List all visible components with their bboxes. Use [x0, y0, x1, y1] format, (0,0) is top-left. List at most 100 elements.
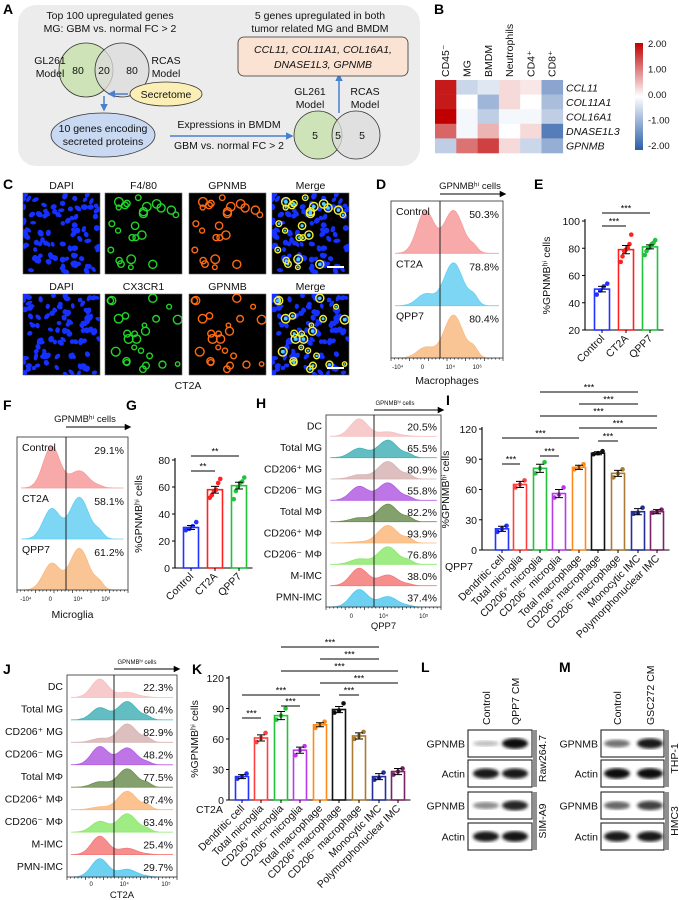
heatmap-cell: [456, 109, 478, 125]
histogram-row-label: M-IMC: [32, 838, 64, 850]
nucleus-mark: [274, 227, 281, 233]
bar: [571, 466, 587, 551]
cell-mark: [281, 227, 289, 234]
nucleus-mark: [91, 370, 98, 375]
heatmap-row-label: GPNMB: [566, 141, 605, 153]
y-tick-label: 0: [164, 563, 170, 575]
cell-mark: [297, 236, 301, 239]
cell-mark: [110, 346, 121, 357]
significance-label: ***: [354, 674, 365, 684]
nucleus-mark: [77, 297, 83, 303]
micrograph-channel-label: DAPI: [49, 180, 74, 192]
error-bar: [614, 469, 622, 477]
histogram-curve: [20, 445, 124, 489]
nucleus-mark: [23, 370, 28, 375]
nucleus-mark: [76, 370, 81, 375]
nucleus-mark: [325, 370, 330, 375]
histogram-percent-label: 25.4%: [143, 839, 173, 851]
cell-mark: [199, 256, 208, 265]
histogram-curve: [330, 525, 437, 544]
cell-mark: [277, 346, 288, 357]
histogram-percent-label: 87.4%: [143, 794, 173, 806]
heatmap-cell: [541, 138, 564, 154]
nucleus-mark: [280, 365, 286, 371]
histogram-curve: [330, 546, 437, 565]
lane-label: QPP7 CM: [510, 678, 522, 725]
nucleus-mark: [345, 336, 349, 343]
nucleus-mark: [40, 354, 45, 359]
blot-row-label: GPNMB: [426, 801, 465, 813]
cell-mark: [211, 264, 218, 271]
significance-label: ***: [325, 638, 336, 648]
cell-mark: [339, 314, 349, 325]
nucleus-mark: [59, 256, 66, 263]
cell-mark: [290, 358, 298, 367]
panel-label-b: B: [434, 1, 444, 17]
nucleus-mark: [331, 197, 337, 203]
bar: [532, 467, 548, 551]
micrograph-channel-label: GPNMB: [208, 180, 247, 192]
x-tick-label: 10⁶: [473, 364, 483, 371]
data-point: [659, 507, 664, 512]
error-bar: [296, 746, 304, 754]
cell-mark: [190, 296, 199, 305]
x-axis-label: Macrophages: [415, 375, 479, 387]
nucleus-mark: [95, 245, 100, 253]
nucleus-mark: [36, 338, 42, 346]
histogram-row-label: Control: [396, 206, 430, 218]
heatmap-row-label: COL11A1: [566, 97, 611, 109]
nucleus-mark: [51, 294, 56, 299]
nucleus-mark: [272, 193, 278, 198]
x-category-label: QPP7: [216, 571, 244, 599]
nucleus-mark: [62, 371, 68, 375]
cell-mark: [300, 332, 303, 336]
error-bar: [355, 732, 363, 740]
panel-label-f: F: [3, 397, 12, 413]
nucleus-mark: [326, 297, 332, 303]
cell-mark: [290, 329, 299, 338]
significance-label: ***: [344, 686, 355, 696]
nucleus-mark: [45, 241, 51, 247]
nucleus-mark: [35, 322, 40, 329]
histogram-row-label: CD206⁺ MG: [5, 726, 63, 738]
data-point: [263, 730, 268, 736]
significance-label: ***: [344, 650, 355, 660]
histogram-row-label: Total MΦ: [21, 771, 63, 783]
panel-label-k: K: [192, 661, 202, 677]
blot-row-label: GPNMB: [426, 739, 465, 751]
cell-mark: [197, 196, 208, 207]
nucleus-mark: [331, 226, 335, 231]
nucleus-mark: [28, 211, 36, 218]
cell-mark: [207, 329, 216, 338]
bar: [182, 526, 200, 569]
nucleus-mark: [84, 238, 92, 244]
nucleus-mark: [41, 202, 47, 208]
nucleus-mark: [45, 229, 51, 237]
cell-mark: [107, 246, 115, 254]
cell-mark: [207, 199, 215, 208]
bar: [641, 246, 659, 331]
cell-mark: [292, 361, 296, 364]
y-tick-label: 120: [459, 424, 477, 436]
significance-label: ***: [584, 383, 595, 393]
nucleus-mark: [93, 225, 100, 231]
error-bar: [646, 244, 654, 250]
cell-mark: [137, 230, 147, 240]
nucleus-mark: [272, 203, 276, 211]
nucleus-mark: [90, 295, 97, 301]
nucleus-mark: [333, 351, 340, 358]
histogram-percent-label: 78.8%: [469, 261, 499, 273]
error-bar: [238, 774, 246, 780]
x-tick-label: 10⁵: [419, 613, 429, 620]
blot-row-label: Actin: [575, 769, 599, 781]
nucleus-mark: [316, 245, 322, 252]
protein-band: [473, 768, 499, 779]
cell-mark: [235, 198, 246, 209]
cell-mark: [131, 344, 138, 351]
heatmap-column-label: CD8⁺: [547, 50, 559, 77]
nucleus-mark: [84, 365, 91, 372]
error-bar: [555, 489, 563, 499]
x-axis-label: QPP7: [371, 621, 396, 632]
heatmap-cell: [498, 123, 521, 139]
histogram-curve: [71, 790, 173, 811]
